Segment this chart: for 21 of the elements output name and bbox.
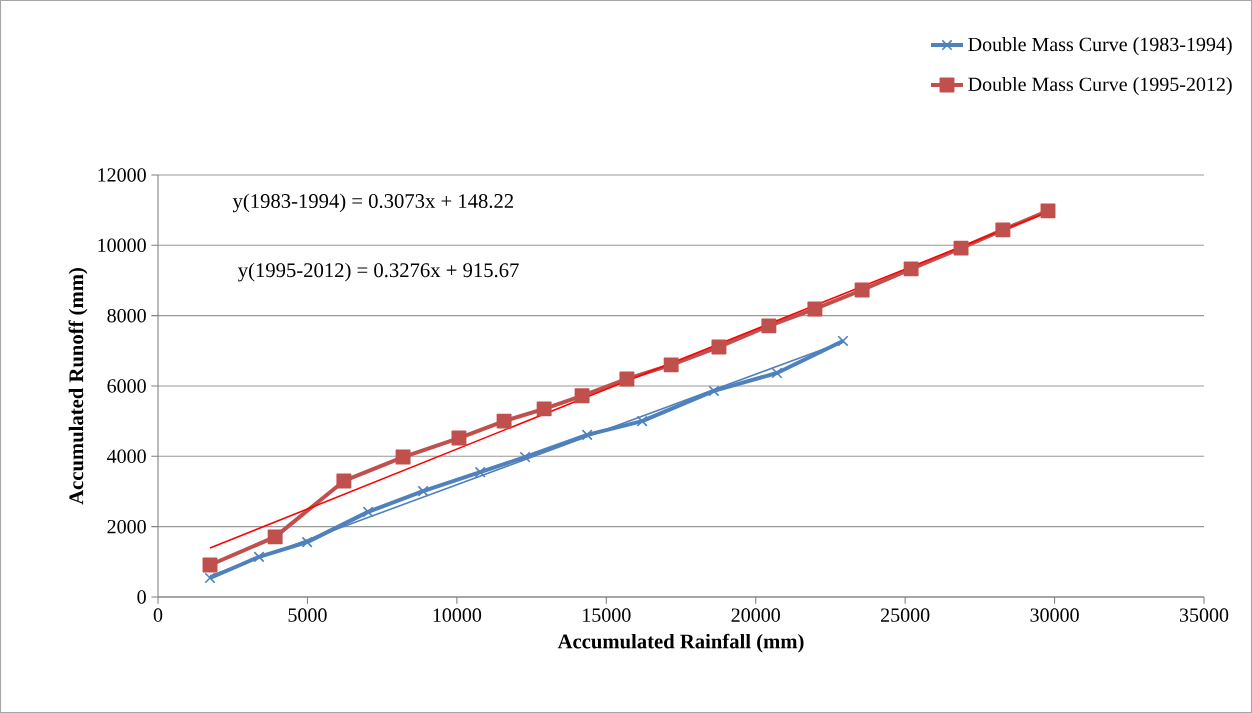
- x-tick-label: 30000: [1030, 608, 1079, 622]
- legend-label: Double Mass Curve (1983-1994): [968, 37, 1232, 56]
- y-tick-label: 12000: [98, 168, 146, 182]
- annotation: y(1983-1994) = 0.3073x + 148.22: [232, 193, 514, 213]
- legend-label: Double Mass Curve (1995-2012): [968, 77, 1232, 96]
- y-tick-label: 8000: [107, 308, 146, 323]
- x-tick-label: 10000: [433, 608, 482, 622]
- y-tick-label: 2000: [107, 519, 146, 534]
- y-axis-title: Accumulated Runoff (mm): [68, 268, 88, 505]
- x-tick-label: 20000: [731, 608, 780, 622]
- annotation: y(1995-2012) = 0.3276x + 915.67: [238, 262, 519, 282]
- y-tick-label: 0: [137, 590, 146, 604]
- x-tick-label: 15000: [583, 608, 631, 622]
- x-tick-label: 25000: [881, 608, 930, 622]
- x-tick-label: 0: [153, 608, 163, 622]
- x-axis-title: Accumulated Rainfall (mm): [557, 633, 804, 653]
- y-tick-label: 4000: [107, 449, 146, 464]
- y-tick-label: 10000: [98, 238, 146, 253]
- x-tick-label: 35000: [1179, 608, 1229, 622]
- y-tick-label: 6000: [107, 379, 146, 393]
- x-tick-label: 5000: [288, 608, 327, 622]
